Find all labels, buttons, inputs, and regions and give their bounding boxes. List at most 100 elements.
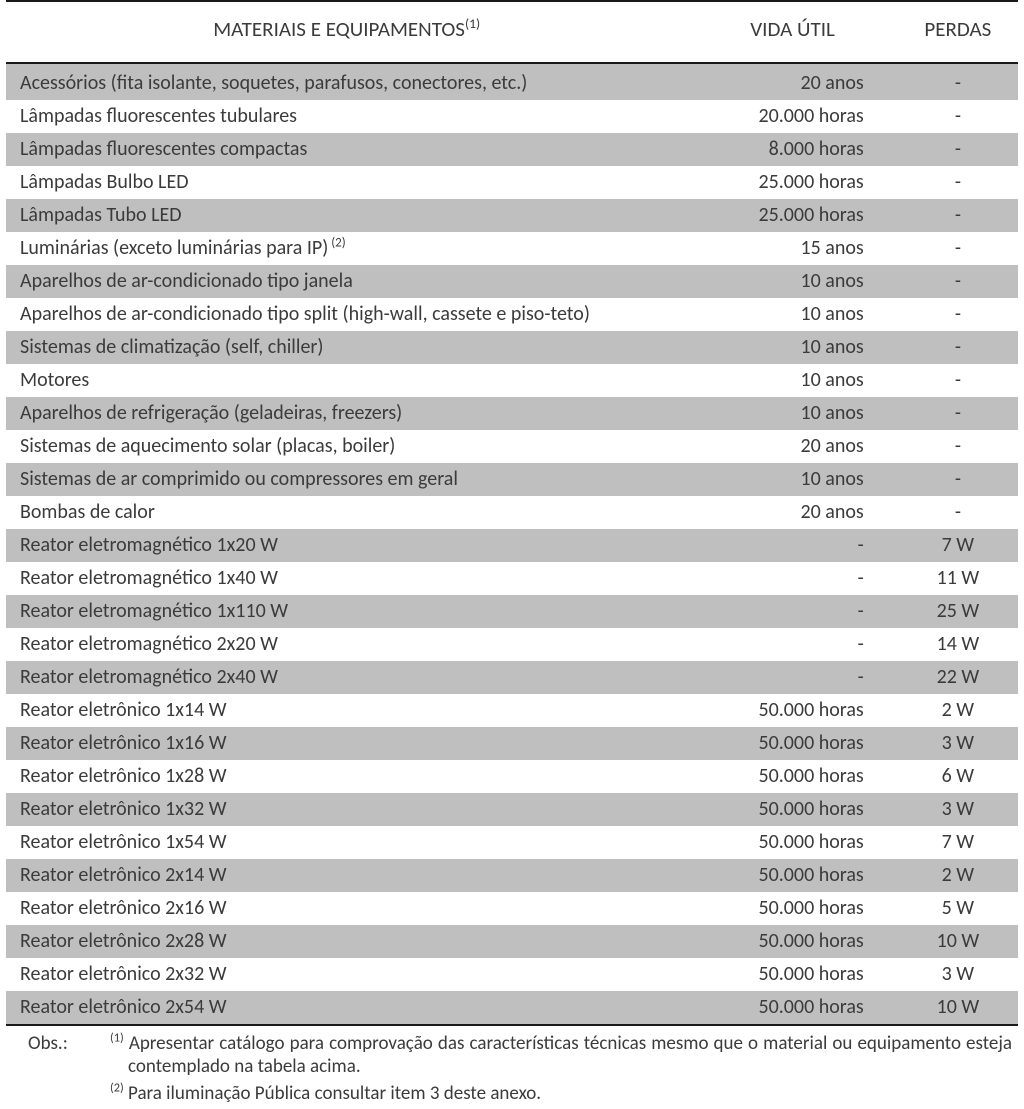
cell-vida: 50.000 horas [687,793,897,826]
cell-vida: 50.000 horas [687,694,897,727]
table-row: Sistemas de climatização (self, chiller)… [6,331,1018,364]
cell-material: Motores [6,364,687,397]
cell-material-text: Lâmpadas Tubo LED [20,203,182,227]
cell-vida: 25.000 horas [687,166,897,199]
cell-material-text: Reator eletrônico 2x32 W [20,962,227,986]
cell-material: Lâmpadas Bulbo LED [6,166,687,199]
cell-material: Reator eletrônico 1x32 W [6,793,687,826]
cell-perdas: - [898,463,1018,496]
cell-perdas: 3 W [898,727,1018,760]
cell-material: Reator eletrônico 2x32 W [6,958,687,991]
cell-perdas: - [898,364,1018,397]
cell-material: Reator eletromagnético 1x110 W [6,595,687,628]
obs-note-1: (1) Apresentar catálogo para comprovação… [110,1032,1012,1078]
obs-body: (1) Apresentar catálogo para comprovação… [90,1032,1012,1109]
cell-vida: - [687,661,897,694]
table-body: Acessórios (fita isolante, soquetes, par… [6,63,1018,1025]
table-row: Aparelhos de ar-condicionado tipo janela… [6,265,1018,298]
cell-vida: 20.000 horas [687,100,897,133]
cell-material: Sistemas de climatização (self, chiller) [6,331,687,364]
cell-perdas: - [898,133,1018,166]
cell-material-text: Reator eletrônico 2x54 W [20,995,227,1019]
table-row: Reator eletrônico 2x32 W50.000 horas3 W [6,958,1018,991]
cell-material: Lâmpadas Tubo LED [6,199,687,232]
cell-perdas: - [898,199,1018,232]
cell-material-text: Lâmpadas Bulbo LED [20,170,189,194]
cell-perdas: 5 W [898,892,1018,925]
cell-material-text: Sistemas de climatização (self, chiller) [20,335,323,359]
table-row: Reator eletrônico 1x54 W50.000 horas7 W [6,826,1018,859]
cell-perdas: 3 W [898,793,1018,826]
cell-material: Aparelhos de ar-condicionado tipo janela [6,265,687,298]
cell-material: Reator eletrônico 2x16 W [6,892,687,925]
cell-vida: 10 anos [687,463,897,496]
obs-note-1-sup: (1) [110,1031,124,1046]
cell-material-text: Aparelhos de ar-condicionado tipo janela [20,269,353,293]
cell-vida: 10 anos [687,298,897,331]
table-row: Reator eletrônico 1x16 W 50.000 horas3 W [6,727,1018,760]
cell-perdas: - [898,430,1018,463]
cell-material: Acessórios (fita isolante, soquetes, par… [6,63,687,100]
cell-material: Bombas de calor [6,496,687,529]
cell-vida: 50.000 horas [687,892,897,925]
cell-perdas: - [898,331,1018,364]
cell-vida: 50.000 horas [687,859,897,892]
table-row: Reator eletrônico 2x54 W50.000 horas10 W [6,991,1018,1025]
cell-material-text: Reator eletrônico 1x32 W [20,797,227,821]
materials-table: MATERIAIS E EQUIPAMENTOS(1) VIDA ÚTIL PE… [6,0,1018,1026]
cell-vida: 25.000 horas [687,199,897,232]
table-row: Lâmpadas Bulbo LED 25.000 horas- [6,166,1018,199]
obs-note-2: (2) Para iluminação Pública consultar it… [110,1082,1012,1105]
cell-material-text: Aparelhos de refrigeração (geladeiras, f… [20,401,402,425]
table-row: Reator eletrônico 2x28 W50.000 horas10 W [6,925,1018,958]
cell-material-text: Reator eletrônico 1x28 W [20,764,227,788]
table-row: Luminárias (exceto luminárias para IP) (… [6,232,1018,265]
col-header-vida: VIDA ÚTIL [687,1,897,63]
table-row: Reator eletromagnético 1x40 W-11 W [6,562,1018,595]
cell-material-text: Reator eletrônico 1x16 W [20,731,227,755]
obs-note-2-sup: (2) [110,1081,124,1096]
cell-perdas: - [898,397,1018,430]
table-row: Reator eletrônico 2x16 W50.000 horas5 W [6,892,1018,925]
table-row: Reator eletrônico 2x14 W50.000 horas2 W [6,859,1018,892]
cell-vida: 50.000 horas [687,727,897,760]
cell-vida: 50.000 horas [687,991,897,1025]
cell-perdas: 22 W [898,661,1018,694]
col-header-material: MATERIAIS E EQUIPAMENTOS(1) [6,1,687,63]
cell-material: Reator eletrônico 1x54 W [6,826,687,859]
cell-vida: 10 anos [687,331,897,364]
cell-material-text: Sistemas de ar comprimido ou compressore… [20,467,458,491]
cell-vida: 50.000 horas [687,826,897,859]
cell-material-text: Reator eletromagnético 1x20 W [20,533,278,557]
cell-vida: 8.000 horas [687,133,897,166]
observations: Obs.: (1) Apresentar catálogo para compr… [6,1026,1018,1109]
cell-material-text: Reator eletromagnético 1x40 W [20,566,278,590]
col-header-material-label: MATERIAIS E EQUIPAMENTOS [213,16,465,42]
cell-material-text: Lâmpadas fluorescentes tubulares [20,104,297,128]
table-row: Bombas de calor20 anos- [6,496,1018,529]
obs-note-1-text: Apresentar catálogo para comprovação das… [124,1032,1012,1078]
cell-perdas: 25 W [898,595,1018,628]
table-row: Reator eletrônico 1x14 W50.000 horas2 W [6,694,1018,727]
col-header-perdas: PERDAS [898,1,1018,63]
cell-material: Reator eletromagnético 1x20 W [6,529,687,562]
cell-perdas: 3 W [898,958,1018,991]
cell-vida: 50.000 horas [687,925,897,958]
cell-vida: 10 anos [687,265,897,298]
cell-perdas: - [898,166,1018,199]
cell-vida: 10 anos [687,364,897,397]
cell-material-text: Motores [20,368,89,392]
cell-perdas: 7 W [898,826,1018,859]
cell-perdas: 2 W [898,859,1018,892]
page: MATERIAIS E EQUIPAMENTOS(1) VIDA ÚTIL PE… [0,0,1024,1109]
cell-material: Reator eletrônico 2x14 W [6,859,687,892]
table-row: Sistemas de aquecimento solar (placas, b… [6,430,1018,463]
table-row: Reator eletrônico 1x28 W50.000 horas6 W [6,760,1018,793]
cell-material: Reator eletrônico 2x28 W [6,925,687,958]
cell-material-text: Lâmpadas fluorescentes compactas [20,137,307,161]
table-row: Reator eletromagnético 1x110 W-25 W [6,595,1018,628]
cell-vida: 20 anos [687,63,897,100]
table-row: Sistemas de ar comprimido ou compressore… [6,463,1018,496]
cell-vida: 10 anos [687,397,897,430]
cell-material-text: Sistemas de aquecimento solar (placas, b… [20,434,395,458]
